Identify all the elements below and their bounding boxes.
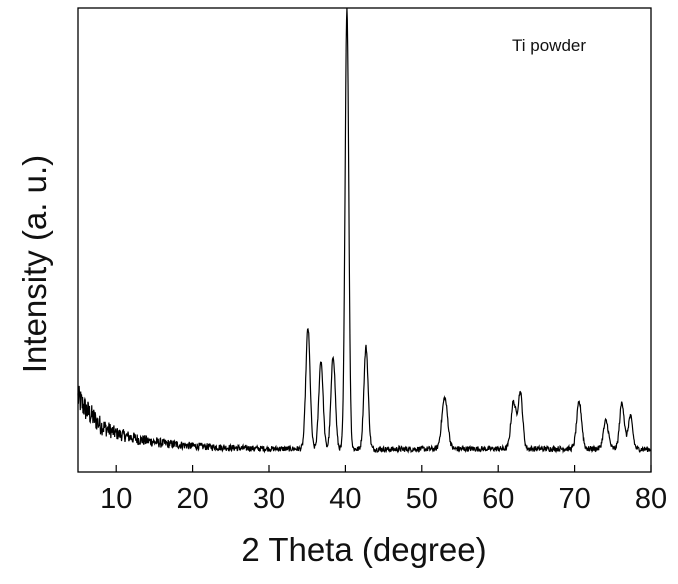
x-tick-label-50: 50	[406, 483, 438, 515]
x-tick-label-70: 70	[558, 483, 590, 515]
x-tick-label-10: 10	[100, 483, 132, 515]
x-axis-label: 2 Theta (degree)	[241, 531, 486, 568]
plot-area-frame	[77, 7, 652, 473]
y-axis-label: Intensity (a. u.)	[16, 155, 53, 373]
x-ticks	[115, 465, 652, 472]
series-line-ti-powder	[77, 7, 652, 454]
x-tick-labels: 10 20 30 40 50 60 70 80	[100, 483, 667, 515]
x-tick-label-20: 20	[176, 483, 208, 515]
x-tick-label-80: 80	[635, 483, 667, 515]
x-tick-label-60: 60	[482, 483, 514, 515]
legend-label: Ti powder	[512, 36, 586, 55]
x-tick-label-30: 30	[253, 483, 285, 515]
x-tick-label-40: 40	[329, 483, 361, 515]
